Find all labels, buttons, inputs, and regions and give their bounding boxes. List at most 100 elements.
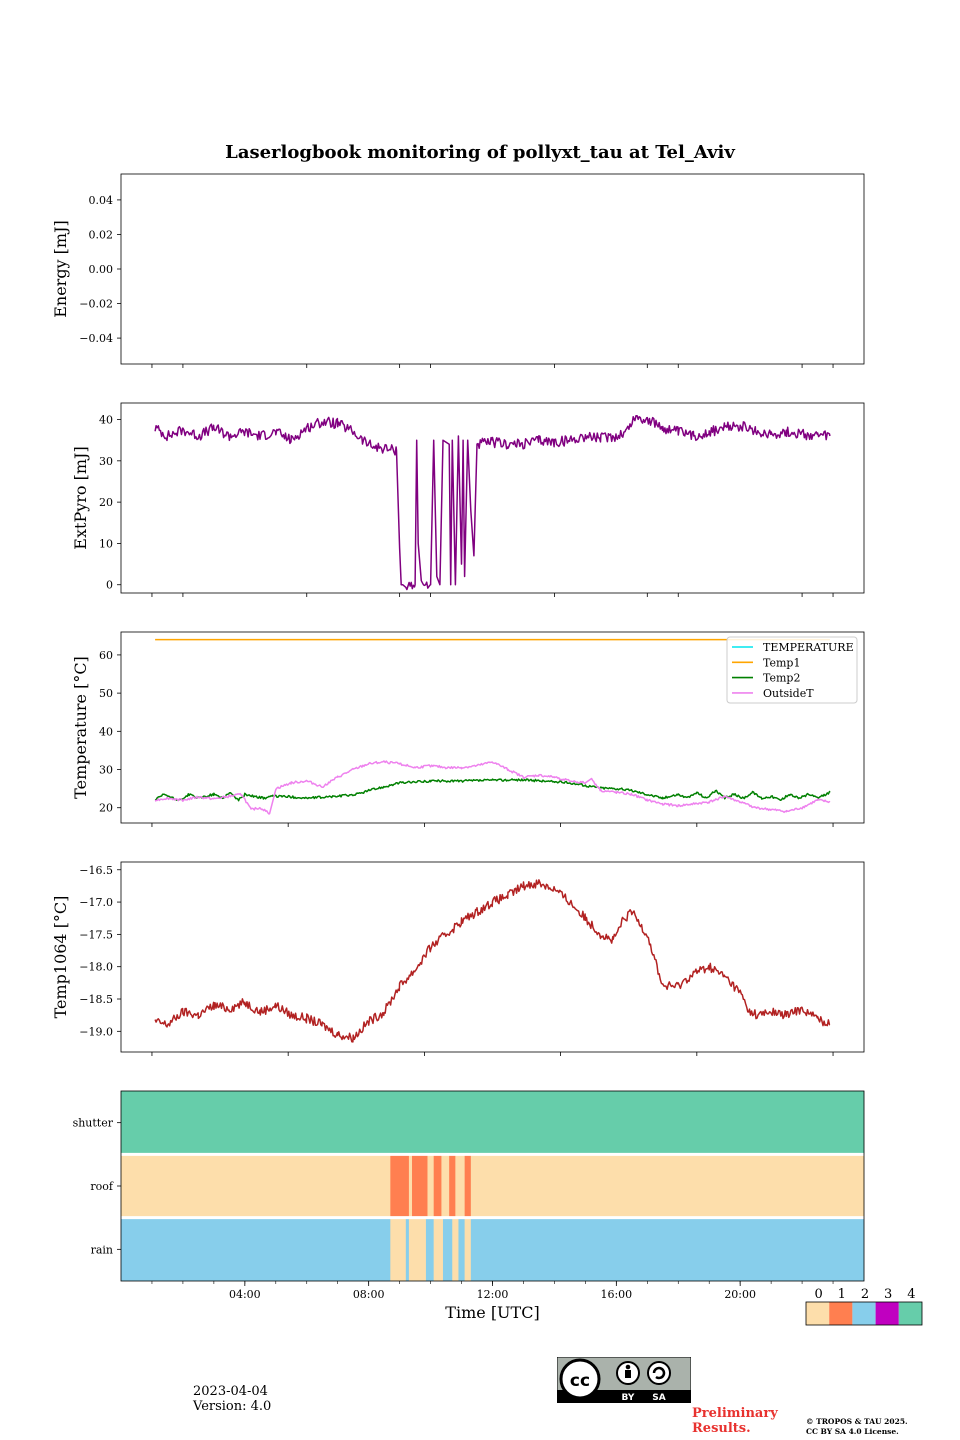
y-tick-label: 30 — [99, 455, 113, 468]
panel-energy: 0.04 0.02 0.00 −0.02 −0.04 Energy [mJ] — [51, 173, 865, 368]
legend-label-temp1: Temp1 — [763, 656, 800, 669]
status-cell-shutter — [121, 1091, 865, 1155]
x-axis-label: Time [UTC] — [445, 1303, 539, 1322]
colorbar-label-0: 0 — [814, 1287, 822, 1302]
series-line-outsidet — [154, 760, 831, 815]
version-text: Version: 4.0 — [193, 1399, 272, 1414]
y-tick-label: 50 — [99, 687, 113, 700]
y-tick-label: 0.00 — [89, 263, 114, 276]
status-cell-roof — [455, 1154, 465, 1218]
legend-label-temperature: TEMPERATURE — [763, 641, 854, 654]
colorbar-cell-0 — [806, 1302, 830, 1325]
y-tick-label: 0.04 — [89, 194, 114, 207]
x-tick-label: 04:00 — [229, 1288, 261, 1301]
y-tick-label: 0.02 — [89, 228, 114, 241]
y-tick-label: 60 — [99, 649, 113, 662]
series-line-extpyro — [154, 414, 831, 591]
y-axis-label: Temperature [°C] — [71, 656, 90, 799]
y-tick-label: −16.5 — [79, 864, 113, 877]
status-cell-roof — [121, 1154, 391, 1218]
status-cell-roof — [408, 1154, 413, 1218]
cc-license-badge: cc BY SA — [557, 1357, 691, 1403]
colorbar-label-3: 3 — [884, 1287, 892, 1302]
y-tick-label: 40 — [99, 414, 113, 427]
status-cell-rain — [470, 1217, 865, 1281]
axes-frame — [120, 402, 865, 594]
row-label-rain: rain — [91, 1243, 113, 1256]
y-tick-label: 40 — [99, 725, 113, 738]
y-tick-label: 10 — [99, 537, 113, 550]
x-tick-label: 12:00 — [477, 1288, 509, 1301]
x-tick-label: 16:00 — [600, 1288, 632, 1301]
axes-frame — [120, 173, 865, 365]
y-tick-label: 20 — [99, 802, 113, 815]
copyright-line-1: © TROPOS & TAU 2025. — [806, 1417, 908, 1426]
share-alike-icon — [647, 1361, 671, 1385]
panel-temp1064: −16.5 −17.0 −17.5 −18.0 −18.5 −19.0 Temp1064 [… — [51, 861, 865, 1056]
status-cell-roof — [412, 1154, 428, 1218]
legend-box — [726, 636, 858, 704]
copyright-line-2: CC BY SA 4.0 License. — [806, 1427, 899, 1436]
axes-frame — [120, 631, 865, 824]
y-tick-label: −17.0 — [79, 896, 113, 909]
status-cell-roof — [470, 1154, 865, 1218]
legend-label-outsidet: OutsideT — [763, 687, 814, 700]
x-tick-label: 08:00 — [353, 1288, 385, 1301]
y-tick-label: 0 — [106, 579, 113, 592]
status-cell-rain — [452, 1217, 459, 1281]
status-cell-rain — [458, 1217, 465, 1281]
sa-label: SA — [652, 1393, 665, 1403]
status-cell-rain — [442, 1217, 453, 1281]
y-tick-label: −0.02 — [79, 298, 113, 311]
status-cell-rain — [390, 1217, 407, 1281]
y-tick-label: −18.5 — [79, 993, 113, 1006]
status-cell-rain — [405, 1217, 410, 1281]
legend: TEMPERATURE Temp1 Temp2 OutsideT — [726, 636, 858, 704]
row-label-shutter: shutter — [73, 1117, 114, 1130]
colorbar-label-1: 1 — [838, 1287, 846, 1302]
preliminary-results-note: Preliminary Results. — [692, 1406, 778, 1436]
panel-status: shutter roof rain 04:00 08:00 12:00 16:00 20:00… — [73, 1090, 865, 1322]
colorbar-label-2: 2 — [861, 1287, 869, 1302]
cc-logo-icon — [559, 1358, 601, 1400]
axes-frame — [120, 861, 865, 1053]
y-tick-label: 20 — [99, 496, 113, 509]
colorbar-label-4: 4 — [907, 1287, 915, 1302]
y-axis-label: ExtPyro [mJ] — [71, 446, 90, 549]
panel-temperature: 60 50 40 30 20 Temperature [°C] TEMPERATURE Tem… — [71, 631, 865, 827]
copyright-note: © TROPOS & TAU 2025. CC BY SA 4.0 Licens… — [806, 1417, 908, 1437]
status-cell-roof — [390, 1154, 410, 1218]
panel-extpyro: 40 30 20 10 0 ExtPyro [mJ] — [71, 402, 865, 597]
y-tick-label: −0.04 — [79, 332, 113, 345]
colorbar-cell-2 — [852, 1302, 876, 1325]
status-cell-roof — [427, 1154, 434, 1218]
cc-logo-text: cc — [570, 1371, 590, 1391]
colorbar-cell-1 — [829, 1302, 853, 1325]
legend-label-temp2: Temp2 — [763, 672, 800, 685]
status-cell-rain — [433, 1217, 444, 1281]
status-cell-rain — [425, 1217, 434, 1281]
status-cell-rain — [408, 1217, 427, 1281]
y-axis-label: Temp1064 [°C] — [51, 896, 70, 1019]
y-axis-label: Energy [mJ] — [51, 220, 70, 318]
y-tick-label: −17.5 — [79, 928, 113, 941]
x-tick-label: 20:00 — [724, 1288, 756, 1301]
status-cell-roof — [449, 1154, 456, 1218]
series-line-temp2 — [154, 778, 831, 802]
row-label-roof: roof — [90, 1180, 114, 1193]
status-cell-rain — [121, 1217, 391, 1281]
by-label: BY — [622, 1393, 635, 1403]
status-cell-roof — [441, 1154, 450, 1218]
colorbar-cell-4 — [898, 1302, 922, 1325]
status-cell-roof — [433, 1154, 442, 1218]
date-text: 2023-04-04 — [193, 1384, 268, 1399]
colorbar-frame — [805, 1301, 923, 1326]
y-tick-label: −19.0 — [79, 1025, 113, 1038]
y-tick-label: −18.0 — [79, 961, 113, 974]
figure-title: Laserlogbook monitoring of pollyxt_tau a… — [225, 142, 735, 163]
status-cell-rain — [464, 1217, 472, 1281]
colorbar-cell-3 — [875, 1302, 899, 1325]
